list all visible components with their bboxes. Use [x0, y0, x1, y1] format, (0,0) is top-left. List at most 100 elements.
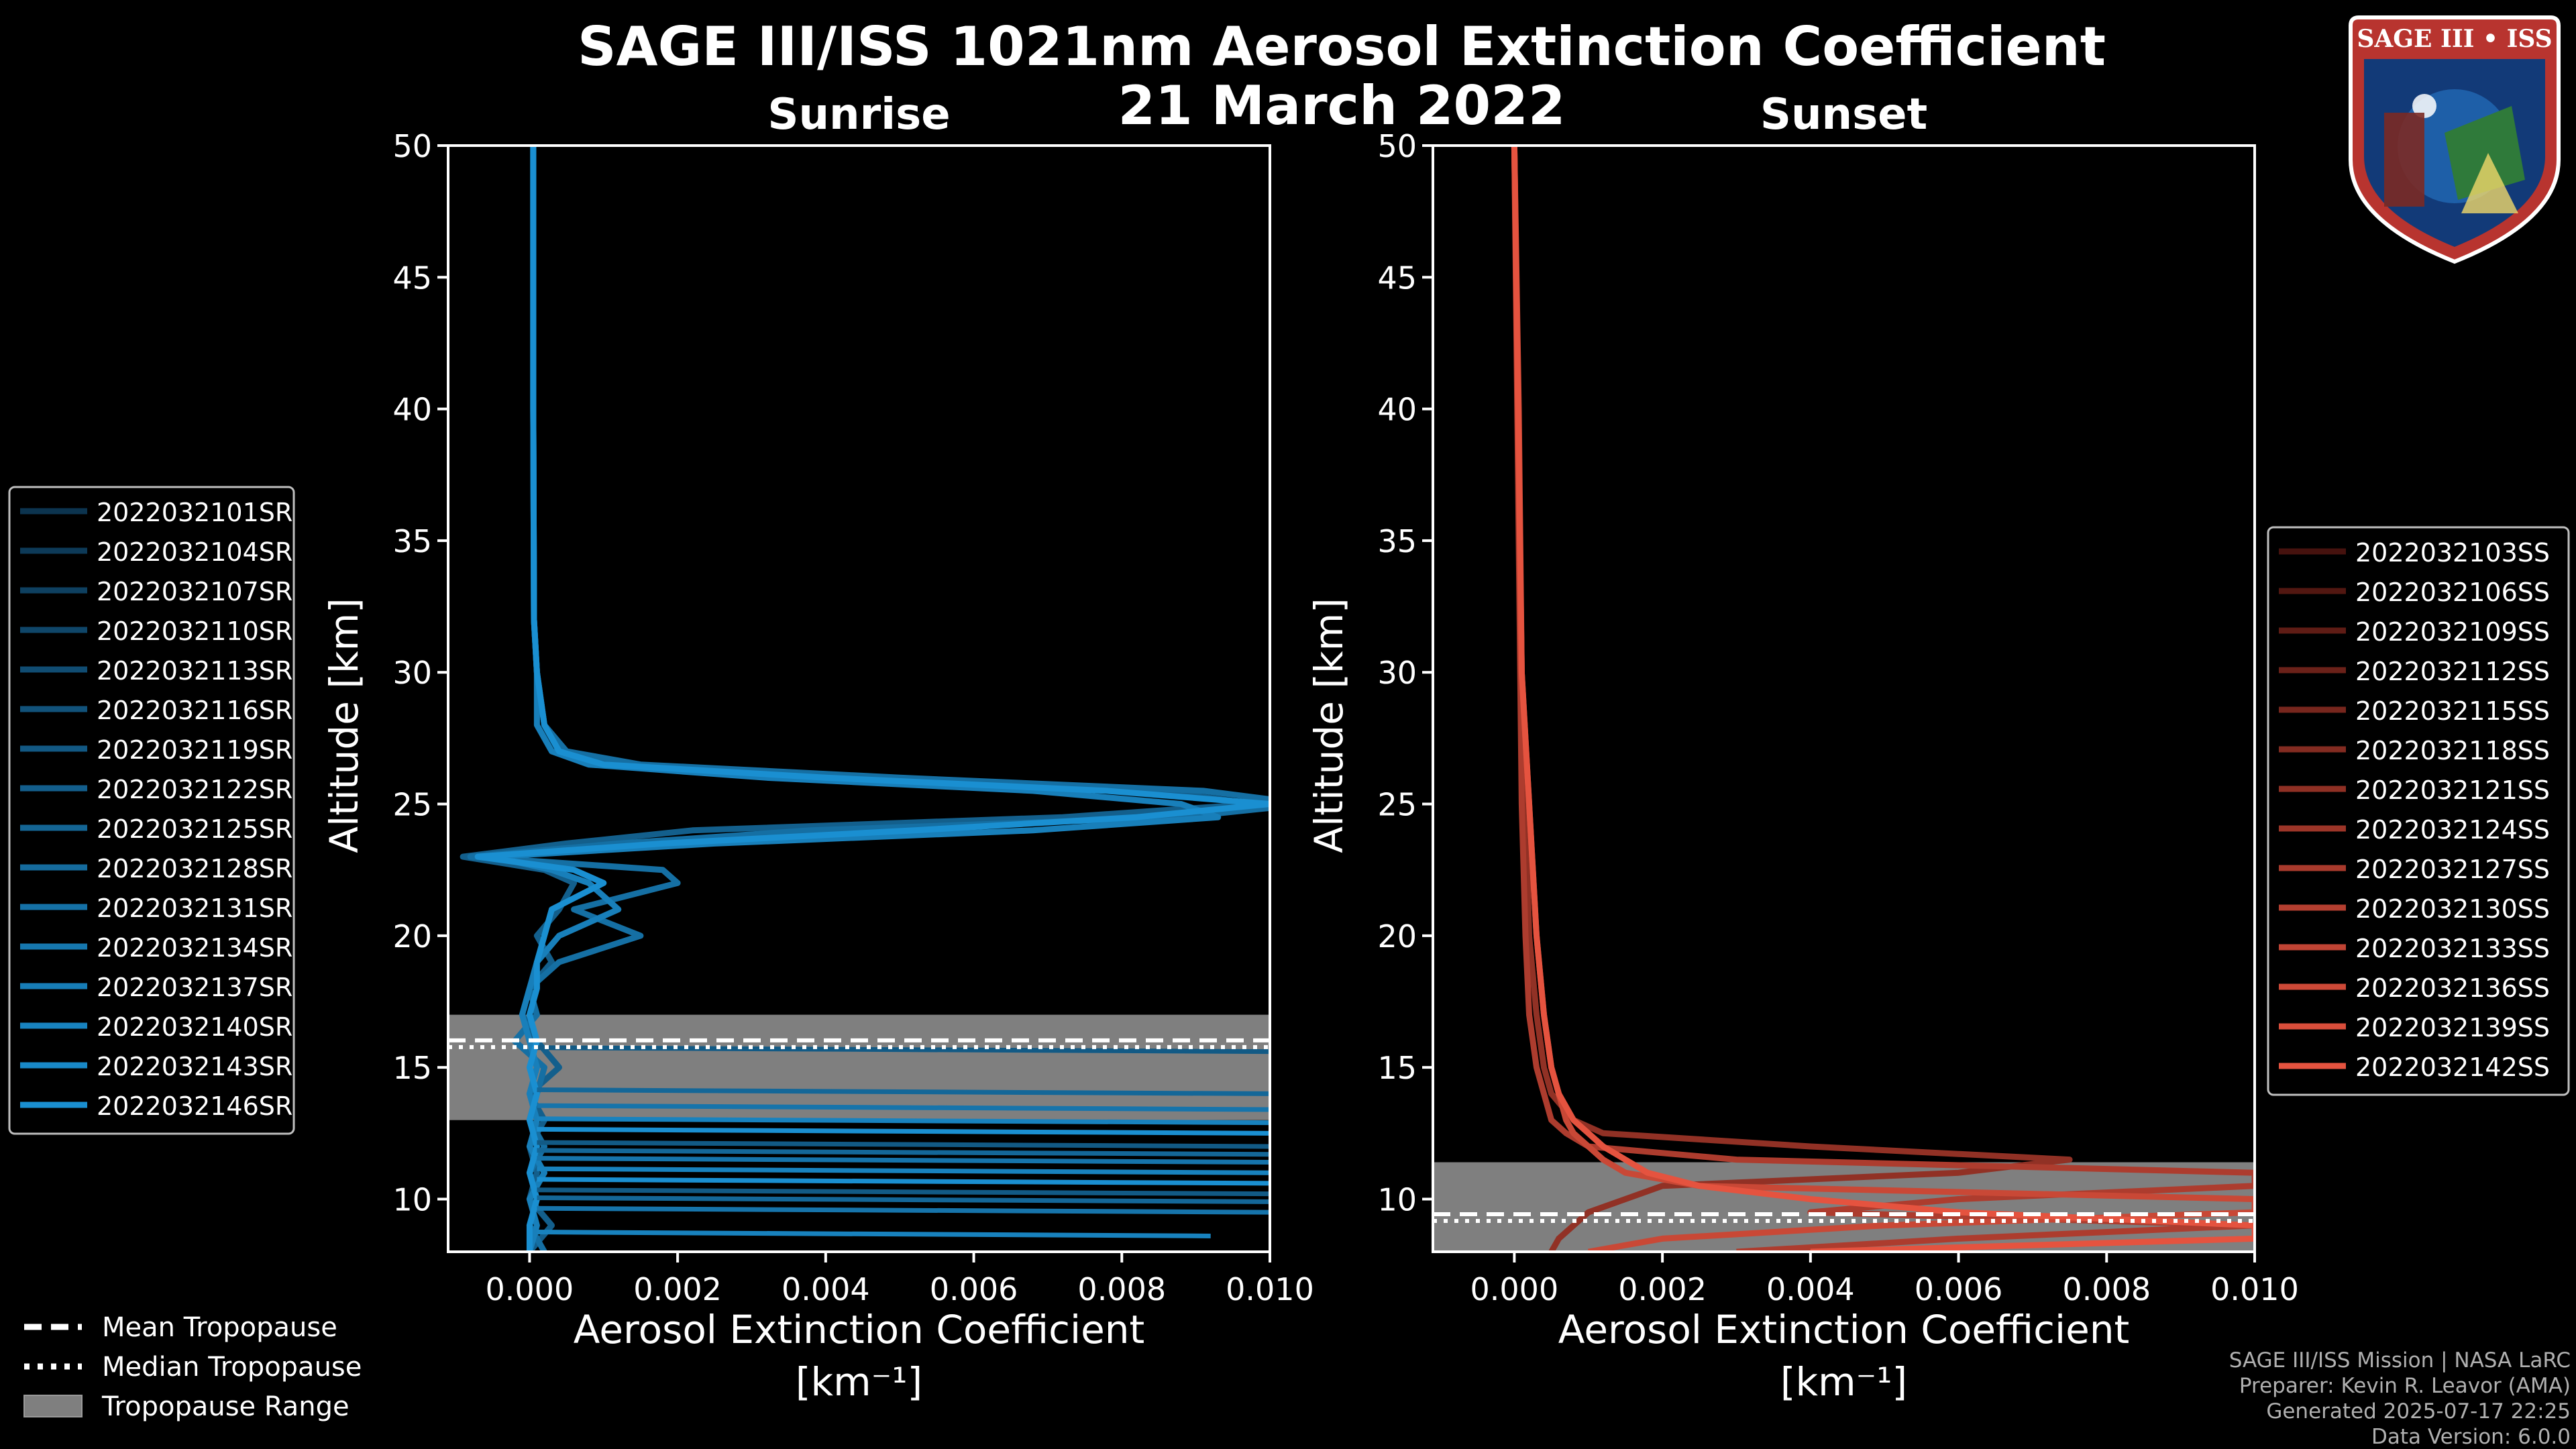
sunset-axes-frame — [1432, 144, 2256, 1253]
credits: SAGE III/ISS Mission | NASA LaRCPreparer… — [2229, 1348, 2571, 1449]
sunrise-legend-label: 2022032134SR — [97, 933, 292, 963]
sunset-xtick-label: 0.002 — [1618, 1271, 1707, 1307]
sunrise-profile-line — [474, 146, 1270, 1252]
sunrise-legend-label: 2022032131SR — [97, 894, 292, 923]
sunrise-xlabel: Aerosol Extinction Coefficient — [574, 1307, 1145, 1352]
sunrise-ylabel: Altitude [km] — [321, 598, 367, 853]
sunset-xtick-label: 0.010 — [2210, 1271, 2299, 1307]
sunrise-ytick-label: 40 — [392, 392, 432, 428]
sunrise-spike-line — [537, 1140, 1270, 1149]
sunrise-ytick-label: 25 — [392, 787, 432, 823]
tropopause-legend: Mean Tropopause Median Tropopause Tropopau… — [23, 1312, 362, 1422]
sunrise-ytick-label: 10 — [392, 1181, 432, 1218]
sunset-title: Sunset — [1760, 90, 1927, 140]
sunrise-legend-label: 2022032101SR — [97, 498, 292, 527]
sunset-ytick-label: 40 — [1377, 392, 1417, 428]
sunset-ytick-label: 45 — [1377, 260, 1417, 296]
sunset-legend-label: 2022032136SS — [2355, 973, 2550, 1003]
sunset-legend-label: 2022032127SS — [2355, 855, 2550, 884]
sunrise-legend-label: 2022032128SR — [97, 854, 292, 883]
sunset-panel: 10 15 20 25 30 35 40 45 50 0.000 0.002 0.004 0.006 0.… — [1306, 90, 2299, 1405]
sunset-profile-line — [1511, 146, 2255, 1252]
sunrise-legend-label: 2022032116SR — [97, 696, 292, 725]
sunrise-legend-label: 2022032143SR — [97, 1052, 292, 1081]
sunset-legend-label: 2022032109SS — [2355, 617, 2550, 647]
sunset-plot-area — [1433, 146, 2255, 1252]
sunrise-legend-label: 2022032146SR — [97, 1091, 292, 1121]
sunset-ytick-label: 25 — [1377, 787, 1417, 823]
sunset-legend-label: 2022032121SS — [2355, 775, 2550, 805]
sunset-legend-label: 2022032130SS — [2355, 894, 2550, 924]
sunset-xtick-label: 0.006 — [1915, 1271, 2003, 1307]
sunset-legend-label: 2022032103SS — [2355, 538, 2550, 568]
sunrise-legend-label: 2022032107SR — [97, 577, 292, 606]
figure-title: SAGE III/ISS 1021nm Aerosol Extinction C… — [578, 15, 2106, 78]
sunrise-legend-label: 2022032104SR — [97, 537, 292, 567]
sunset-ytick-label: 35 — [1377, 523, 1417, 559]
sunset-legend-label: 2022032115SS — [2355, 696, 2550, 726]
credit-line: Data Version: 6.0.0 — [2371, 1425, 2571, 1449]
sunrise-axes-frame — [447, 144, 1271, 1253]
sunrise-legend-label: 2022032119SR — [97, 735, 292, 765]
sunrise-ytick-label: 45 — [392, 260, 432, 296]
sunrise-legend-label: 2022032140SR — [97, 1012, 292, 1042]
credit-line: Generated 2025-07-17 22:25 — [2266, 1399, 2571, 1424]
sunrise-ytick-label: 35 — [392, 523, 432, 559]
sunset-legend-label: 2022032112SS — [2355, 657, 2550, 686]
sunset-legend-box — [2267, 526, 2570, 1096]
sunrise-spike-line — [537, 1148, 1270, 1157]
sunrise-xtick-label: 0.004 — [782, 1271, 870, 1307]
sunrise-legend-label: 2022032122SR — [97, 775, 292, 804]
sunrise-xlabel-units: [km⁻¹] — [796, 1359, 922, 1405]
sunset-xlabel: Aerosol Extinction Coefficient — [1558, 1307, 2130, 1352]
sunrise-spike-line — [537, 1187, 1270, 1197]
sunset-legend-label: 2022032124SS — [2355, 815, 2550, 845]
credit-line: Preparer: Kevin R. Leavor (AMA) — [2239, 1374, 2571, 1398]
sunset-legend-label: 2022032142SS — [2355, 1053, 2550, 1082]
sunrise-ytick-label: 20 — [392, 918, 432, 955]
sunset-legend: 2022032103SS 2022032106SS 2022032109SS 2022… — [2267, 526, 2570, 1096]
credit-line: SAGE III/ISS Mission | NASA LaRC — [2229, 1348, 2571, 1373]
tropopause-legend-label: Median Tropopause — [102, 1352, 362, 1383]
sunrise-spike-line — [537, 1177, 1270, 1186]
sunset-ytick-label: 20 — [1377, 918, 1417, 955]
logo-text: SAGE III • ISS — [2357, 25, 2552, 53]
sunrise-legend-label: 2022032125SR — [97, 814, 292, 844]
sunset-legend-label: 2022032133SS — [2355, 934, 2550, 963]
sunrise-legend-label: 2022032110SR — [97, 616, 292, 646]
sunset-legend-label: 2022032106SS — [2355, 578, 2550, 607]
sunrise-spike-line — [537, 1156, 1270, 1165]
sunrise-spike-line — [537, 1087, 1270, 1096]
sunset-ytick-label: 30 — [1377, 655, 1417, 691]
sunrise-ytick-label: 15 — [392, 1050, 432, 1086]
figure-date: 21 March 2022 — [1118, 74, 1566, 137]
sunrise-spike-line — [537, 1045, 1270, 1055]
sunrise-spike-line — [537, 1126, 1270, 1136]
sunrise-ytick-label: 50 — [392, 128, 432, 164]
sunset-xlabel-units: [km⁻¹] — [1780, 1359, 1907, 1405]
sage-iii-iss-logo: SAGE III • ISS — [2349, 15, 2561, 264]
sunset-legend-label: 2022032139SS — [2355, 1013, 2550, 1042]
sunset-ytick-label: 15 — [1377, 1050, 1417, 1086]
sunrise-legend-box — [8, 486, 295, 1135]
sunrise-legend: 2022032101SR 2022032104SR 2022032107SR 2022… — [8, 486, 295, 1135]
sunrise-spike-line — [537, 1230, 1211, 1238]
sunrise-title: Sunrise — [767, 90, 950, 140]
tropopause-legend-label: Tropopause Range — [101, 1391, 350, 1422]
sunrise-legend-label: 2022032137SR — [97, 973, 292, 1002]
sunrise-spike-line — [537, 1205, 1270, 1215]
sunset-profile-line — [1511, 146, 2255, 1252]
tropopause-legend-label: Mean Tropopause — [102, 1312, 337, 1343]
sunset-profile-line — [1511, 146, 2255, 1252]
sunset-legend-label: 2022032118SS — [2355, 736, 2550, 765]
sunrise-xtick-label: 0.000 — [486, 1271, 574, 1307]
sunrise-ytick-label: 30 — [392, 655, 432, 691]
sunrise-profile-line — [489, 146, 1222, 1252]
sunrise-plot-area — [448, 146, 1270, 1252]
sunrise-xtick-label: 0.006 — [930, 1271, 1018, 1307]
sunrise-spike-line — [537, 1116, 1270, 1126]
sunrise-spike-line — [537, 1166, 1270, 1175]
sunrise-xtick-label: 0.010 — [1226, 1271, 1314, 1307]
sunset-xtick-label: 0.000 — [1470, 1271, 1559, 1307]
